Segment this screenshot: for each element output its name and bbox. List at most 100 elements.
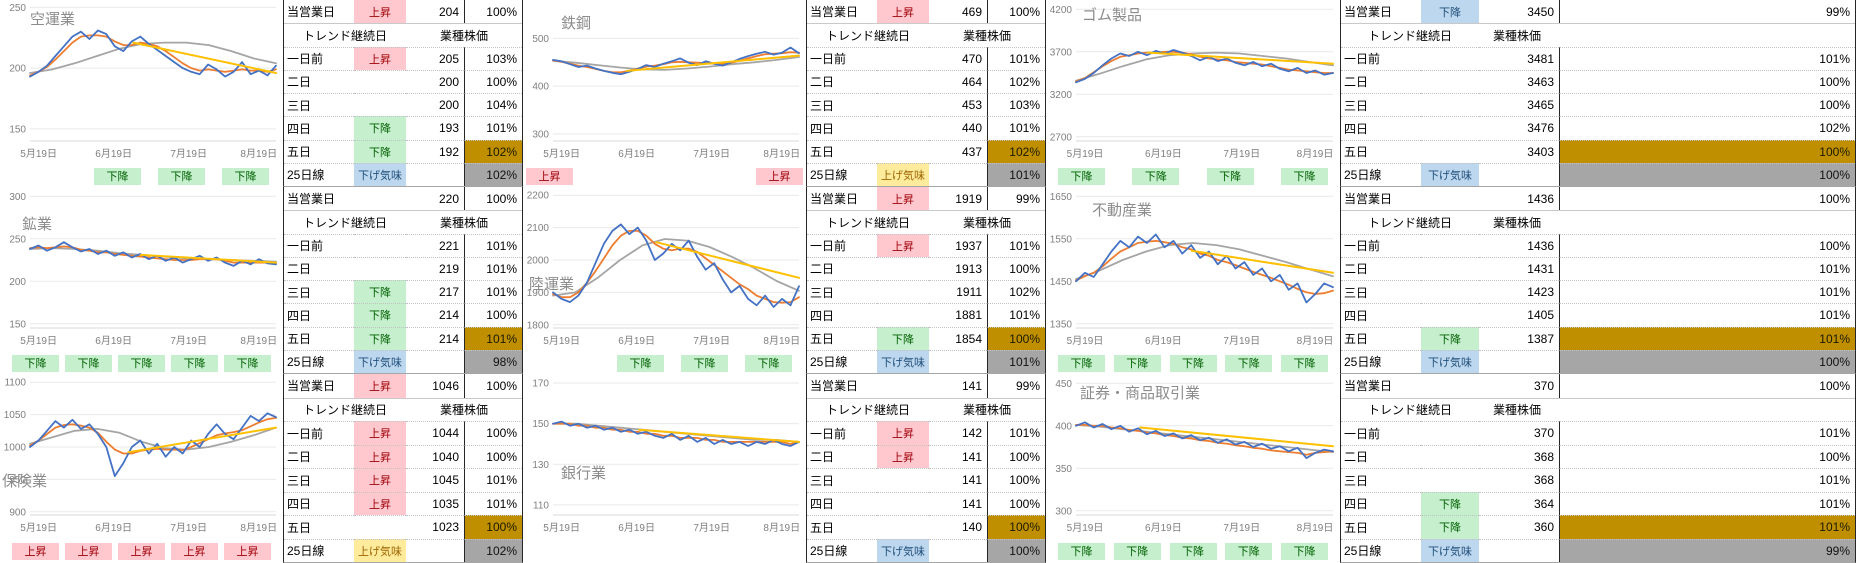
trend-day-label[interactable]: 二日 <box>284 256 354 280</box>
trend-days-header[interactable]: トレンド継続日 <box>284 397 406 422</box>
trend-day-badge[interactable]: 下降 <box>877 326 929 350</box>
trend-day-badge[interactable] <box>1421 93 1479 116</box>
chart-steel[interactable]: 500 400 300 5月19日 6月19日 7月19日 8月19日 鉄鋼 上昇 上昇 <box>523 0 806 187</box>
trend-day-label[interactable]: 三日 <box>807 93 877 116</box>
trend-day-badge[interactable] <box>354 233 406 257</box>
trend-strip-badge[interactable]: 上昇 <box>756 167 803 185</box>
sector-price-percent[interactable]: 101% <box>464 468 522 492</box>
trend-day-badge[interactable]: 上昇 <box>877 233 929 257</box>
trend-day-label[interactable]: 四日 <box>807 116 877 139</box>
trend-day-badge[interactable] <box>877 139 929 163</box>
trend-strip-badge[interactable]: 下降 <box>224 354 271 372</box>
current-day-percent[interactable]: 100% <box>464 187 522 211</box>
trend-strip-badge[interactable]: 上昇 <box>65 542 112 560</box>
sector-price-header[interactable]: 業種株価 <box>1479 210 1855 233</box>
sector-price-percent[interactable]: 101% <box>1559 280 1855 304</box>
trend-strip-badge[interactable]: 上昇 <box>12 542 59 560</box>
current-day-percent[interactable]: 100% <box>987 0 1045 24</box>
chart-air-transport[interactable]: 250 200 150 5月19日 6月19日 7月19日 8月19日 空運業 下降 下降 下降 <box>0 0 283 187</box>
trend-days-header[interactable]: トレンド継続日 <box>1341 23 1479 46</box>
sector-price-percent[interactable]: 101% <box>987 116 1045 140</box>
sector-price-value[interactable]: 1044 <box>406 421 464 445</box>
sector-price-percent[interactable]: 100% <box>987 515 1045 539</box>
trend-day-badge[interactable] <box>877 46 929 70</box>
trend-strip-badge[interactable]: 下降 <box>118 354 165 372</box>
ma25-value[interactable] <box>1479 162 1559 186</box>
current-day-label[interactable]: 当営業日 <box>287 192 336 207</box>
sector-price-percent[interactable]: 100% <box>987 256 1045 280</box>
trend-day-label[interactable]: 三日 <box>1341 93 1421 116</box>
sector-price-percent[interactable]: 102% <box>987 69 1045 93</box>
current-day-badge[interactable]: 上昇 <box>877 0 929 24</box>
sector-price-percent[interactable]: 100% <box>1559 93 1855 117</box>
sector-price-value[interactable]: 200 <box>406 69 464 93</box>
sector-price-value[interactable]: 1023 <box>406 515 464 539</box>
ma25-badge[interactable]: 下げ気味 <box>877 538 929 562</box>
trend-day-label[interactable]: 二日 <box>284 444 354 469</box>
sector-price-value[interactable]: 1436 <box>1479 233 1559 257</box>
ma25-percent[interactable]: 99% <box>1559 538 1855 562</box>
current-day-value[interactable]: 1919 <box>955 191 982 206</box>
trend-day-label[interactable]: 一日前 <box>284 233 354 257</box>
sector-price-percent[interactable]: 101% <box>464 326 522 350</box>
sector-price-percent[interactable]: 101% <box>987 46 1045 70</box>
sector-price-percent[interactable]: 100% <box>1559 69 1855 93</box>
trend-day-badge[interactable]: 下降 <box>354 326 406 350</box>
trend-day-label[interactable]: 五日 <box>284 515 354 539</box>
sector-price-value[interactable]: 1040 <box>406 444 464 469</box>
trend-strip-badge[interactable]: 下降 <box>1225 542 1273 560</box>
ma25-label[interactable]: 25日線 <box>284 349 354 373</box>
trend-day-label[interactable]: 三日 <box>807 280 877 303</box>
ma25-value[interactable] <box>929 349 987 373</box>
sector-price-value[interactable]: 1045 <box>406 468 464 492</box>
trend-day-badge[interactable] <box>877 93 929 116</box>
trend-day-label[interactable]: 四日 <box>284 491 354 516</box>
sector-price-percent[interactable]: 101% <box>464 280 522 304</box>
current-day-percent[interactable]: 100% <box>1559 187 1855 211</box>
sector-price-percent[interactable]: 100% <box>987 491 1045 515</box>
ma25-percent[interactable]: 102% <box>464 538 522 562</box>
trend-day-badge[interactable] <box>1421 116 1479 139</box>
ma25-badge[interactable]: 上げ気味 <box>354 538 406 562</box>
trend-day-badge[interactable] <box>354 515 406 539</box>
trend-day-badge[interactable]: 上昇 <box>877 444 929 468</box>
trend-day-label[interactable]: 二日 <box>807 256 877 280</box>
sector-price-value[interactable]: 453 <box>929 93 987 116</box>
trend-day-badge[interactable]: 下降 <box>354 139 406 163</box>
sector-price-value[interactable]: 219 <box>406 256 464 280</box>
trend-strip-badge[interactable]: 上昇 <box>526 167 573 185</box>
current-day-percent[interactable]: 100% <box>1559 374 1855 398</box>
trend-day-badge[interactable]: 下降 <box>1421 491 1479 515</box>
trend-strip-badge[interactable]: 下降 <box>1225 354 1273 372</box>
trend-day-badge[interactable] <box>1421 421 1479 445</box>
trend-day-label[interactable]: 三日 <box>284 280 354 303</box>
trend-day-label[interactable]: 五日 <box>1341 139 1421 163</box>
sector-price-value[interactable]: 1937 <box>929 233 987 257</box>
current-day-badge[interactable]: 上昇 <box>354 0 406 24</box>
trend-day-badge[interactable] <box>1421 139 1479 163</box>
current-day-percent[interactable]: 100% <box>464 0 522 24</box>
trend-day-badge[interactable] <box>877 303 929 326</box>
trend-day-badge[interactable]: 上昇 <box>354 491 406 515</box>
current-day-value[interactable]: 141 <box>961 378 982 393</box>
ma25-percent[interactable]: 102% <box>464 162 522 186</box>
trend-day-badge[interactable] <box>1421 69 1479 93</box>
trend-day-badge[interactable] <box>354 256 406 280</box>
trend-strip-badge[interactable]: 下降 <box>1113 542 1161 560</box>
ma25-badge[interactable]: 下げ気味 <box>354 349 406 373</box>
trend-day-label[interactable]: 五日 <box>807 139 877 163</box>
current-day-label[interactable]: 当営業日 <box>287 379 336 394</box>
trend-day-label[interactable]: 一日前 <box>284 421 354 445</box>
trend-day-label[interactable]: 一日前 <box>1341 233 1421 257</box>
trend-day-badge[interactable]: 下降 <box>1421 326 1479 350</box>
sector-price-value[interactable]: 1911 <box>929 280 987 303</box>
sector-price-value[interactable]: 141 <box>929 468 987 492</box>
trend-strip-badge[interactable]: 下降 <box>65 354 112 372</box>
trend-days-header[interactable]: トレンド継続日 <box>1341 397 1479 422</box>
sector-price-header[interactable]: 業種株価 <box>929 210 1045 233</box>
trend-day-badge[interactable]: 上昇 <box>877 421 929 445</box>
ma25-label[interactable]: 25日線 <box>1341 538 1421 563</box>
trend-day-label[interactable]: 四日 <box>807 303 877 326</box>
trend-day-label[interactable]: 三日 <box>1341 468 1421 492</box>
trend-day-badge[interactable]: 下降 <box>1421 515 1479 539</box>
